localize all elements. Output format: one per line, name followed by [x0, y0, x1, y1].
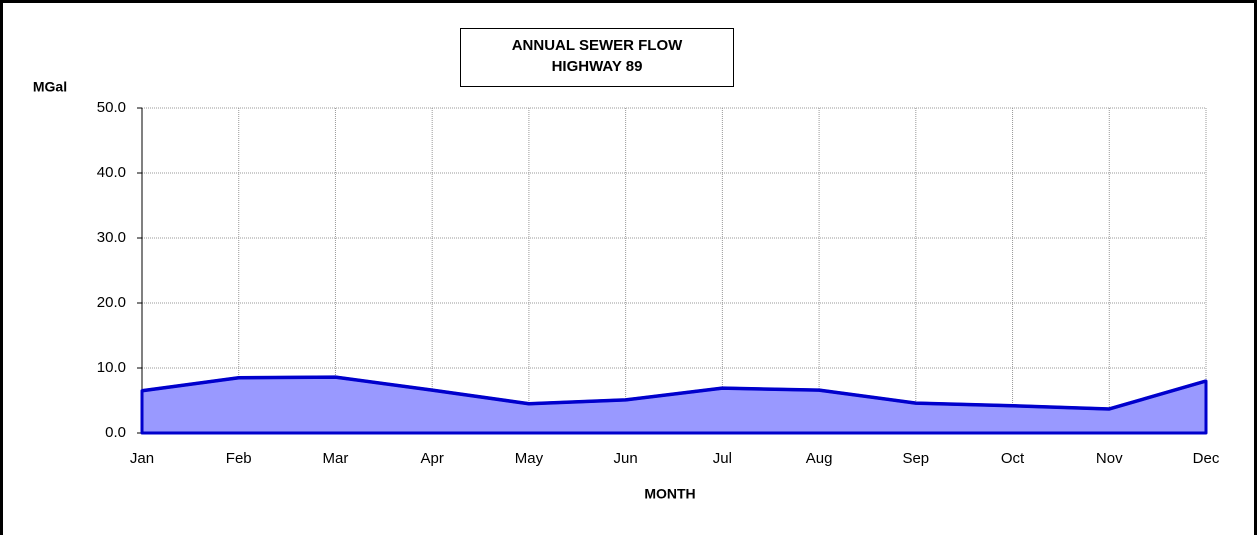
x-tick-label: Oct [1001, 450, 1025, 467]
x-tick-label: Apr [421, 450, 444, 467]
x-tick-label: Nov [1096, 450, 1123, 467]
area-line [141, 375, 1207, 411]
x-tick-label: Jul [713, 450, 732, 467]
y-tick-label: 40.0 [97, 164, 126, 181]
chart-title: HIGHWAY 89 [552, 58, 643, 75]
y-tick-label: 20.0 [97, 294, 126, 311]
y-axis-label: MGal [33, 79, 67, 95]
title-box [460, 28, 734, 87]
x-tick-label: May [515, 450, 544, 467]
area [140, 375, 1208, 435]
x-tick-label: Feb [226, 450, 252, 467]
y-tick-label: 0.0 [105, 424, 126, 441]
y-tick-label: 30.0 [97, 229, 126, 246]
x-tick-label: Mar [323, 450, 349, 467]
chart-title: ANNUAL SEWER FLOW [512, 37, 683, 54]
x-tick-label: Jun [614, 450, 638, 467]
x-tick-label: Sep [902, 450, 929, 467]
x-axis-label: MONTH [644, 486, 695, 502]
y-tick-label: 50.0 [97, 99, 126, 116]
x-tick-label: Dec [1193, 450, 1220, 467]
y-tick-label: 10.0 [97, 359, 126, 376]
x-tick-label: Aug [806, 450, 833, 467]
x-tick-label: Jan [130, 450, 154, 467]
